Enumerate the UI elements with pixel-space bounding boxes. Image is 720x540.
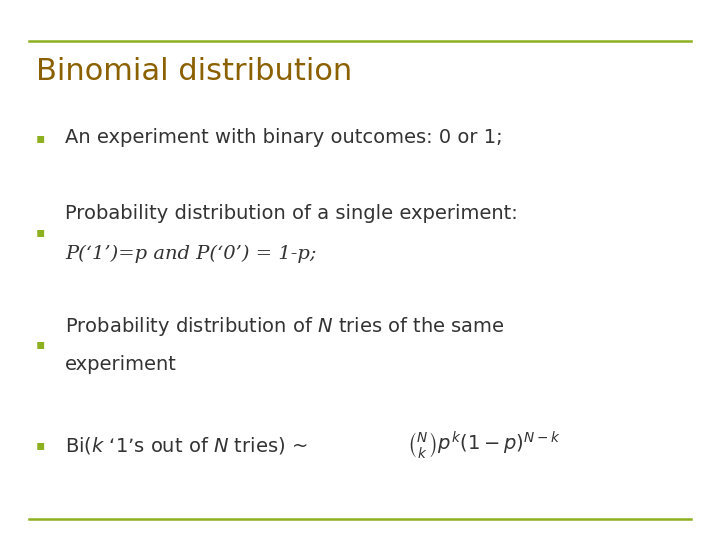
- Text: Binomial distribution: Binomial distribution: [36, 57, 352, 86]
- Text: Bi($k$ ‘1’s out of $N$ tries) ~: Bi($k$ ‘1’s out of $N$ tries) ~: [65, 435, 307, 456]
- Text: ▪: ▪: [36, 438, 45, 453]
- Text: P(‘1’)=p and P(‘0’) = 1-p;: P(‘1’)=p and P(‘0’) = 1-p;: [65, 245, 316, 263]
- Text: Probability distribution of a single experiment:: Probability distribution of a single exp…: [65, 204, 518, 223]
- Text: ▪: ▪: [36, 131, 45, 145]
- Text: ▪: ▪: [36, 338, 45, 352]
- Text: An experiment with binary outcomes: 0 or 1;: An experiment with binary outcomes: 0 or…: [65, 128, 503, 147]
- Text: $\binom{N}{k}p^k(1-p)^{N-k}$: $\binom{N}{k}p^k(1-p)^{N-k}$: [407, 430, 561, 461]
- Text: ▪: ▪: [36, 225, 45, 239]
- Text: Probability distribution of $N$ tries of the same: Probability distribution of $N$ tries of…: [65, 315, 505, 338]
- Text: experiment: experiment: [65, 355, 176, 374]
